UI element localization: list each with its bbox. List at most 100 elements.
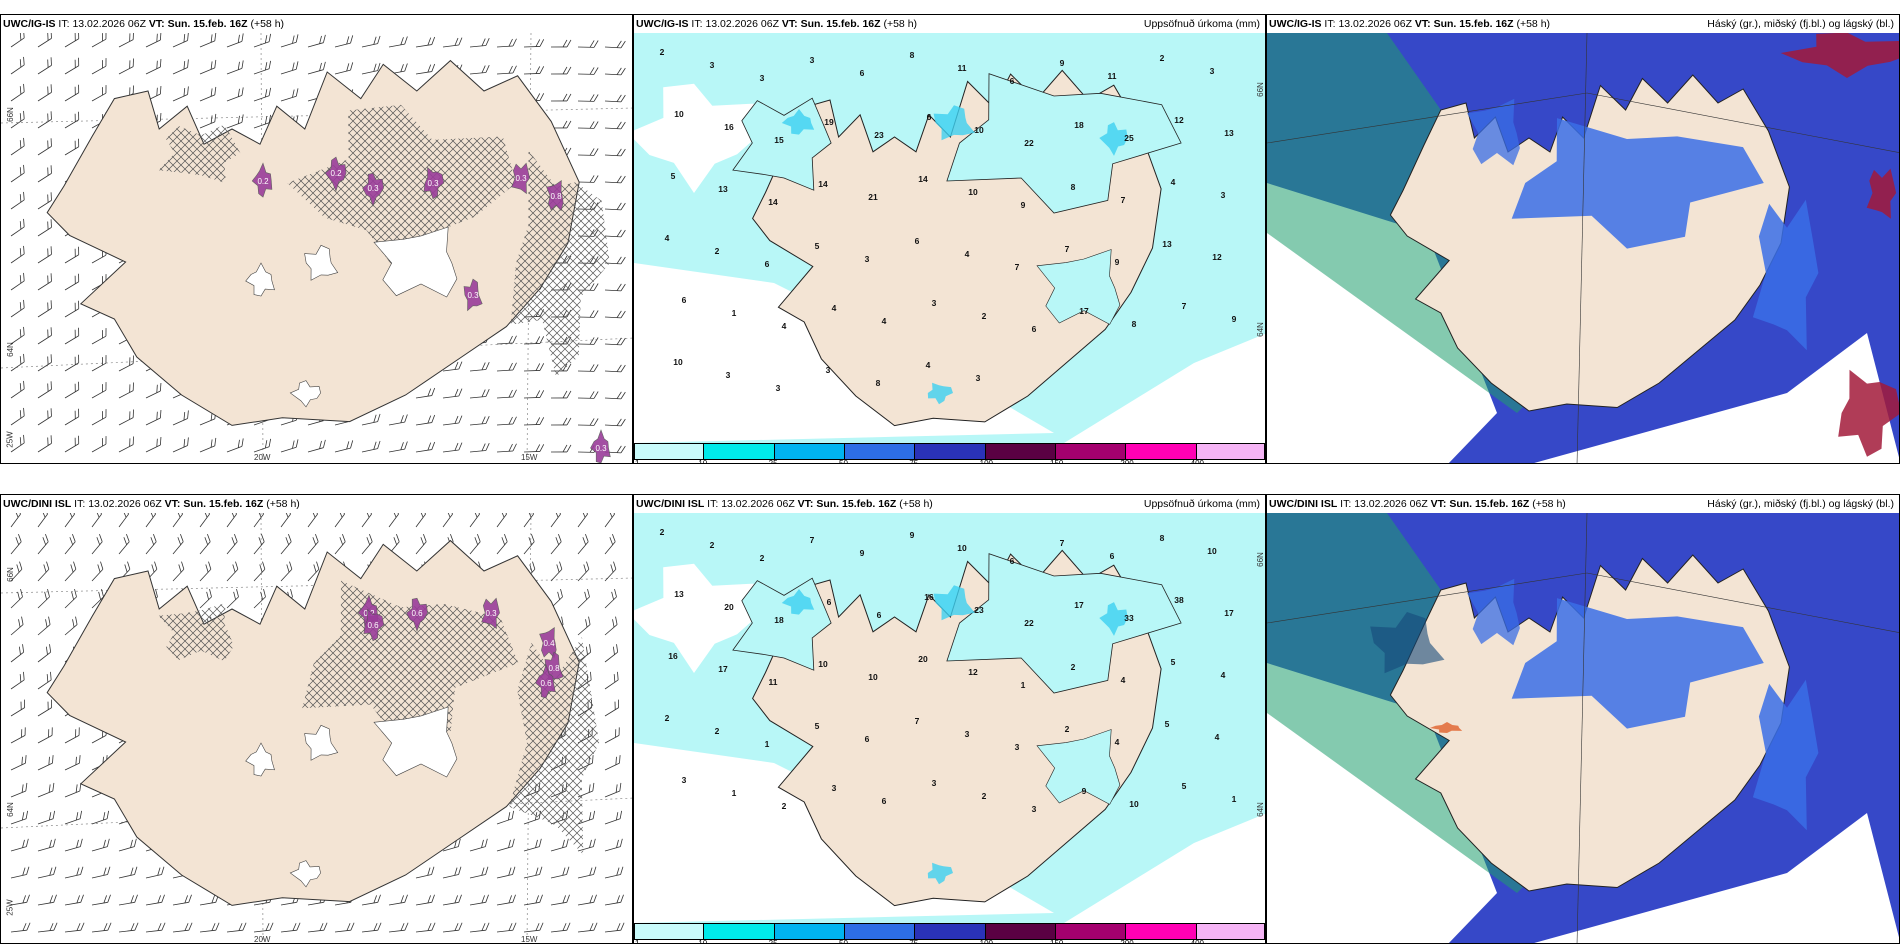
wind-barb bbox=[37, 273, 52, 291]
snow-blob bbox=[535, 664, 556, 699]
wind-barb bbox=[604, 337, 626, 346]
glacier-patch bbox=[245, 262, 275, 297]
precip-value: 13 bbox=[1162, 239, 1172, 249]
wind-barb bbox=[334, 35, 354, 48]
precip-value: 2 bbox=[660, 47, 665, 57]
wind-barb bbox=[91, 534, 103, 555]
precip-value: 11 bbox=[1108, 71, 1117, 81]
wind-barb-map: 0.20.60.60.30.40.80.6 bbox=[1, 513, 632, 943]
wind-barb bbox=[577, 175, 599, 183]
vt-value: Sun. 15.feb. 16Z bbox=[167, 18, 248, 30]
wind-barb bbox=[37, 246, 52, 264]
snow-value: 0.2 bbox=[257, 177, 269, 186]
wind-barb bbox=[442, 442, 463, 453]
panel-header: UWC/DINI ISL IT: 13.02.2026 06Z VT: Sun.… bbox=[1, 495, 632, 513]
precip-value: 1 bbox=[765, 739, 770, 749]
precip-value: 2 bbox=[1160, 53, 1165, 63]
wind-barb bbox=[10, 727, 26, 744]
colorbar-label: 10 bbox=[698, 459, 708, 464]
wind-barb bbox=[334, 922, 355, 933]
wind-barb bbox=[10, 534, 22, 555]
wind-barb bbox=[145, 894, 165, 906]
glacier-patch bbox=[245, 742, 275, 777]
wind-barb bbox=[64, 300, 80, 318]
dry-area bbox=[634, 563, 762, 673]
wind-barb bbox=[496, 362, 517, 372]
precip-value: 1 bbox=[732, 788, 737, 798]
lat-label-64n: 64N bbox=[5, 342, 15, 357]
colorbar-label: 200 bbox=[1120, 939, 1134, 944]
wind-barb bbox=[415, 866, 435, 879]
wind-barb bbox=[91, 58, 107, 75]
wind-barb bbox=[199, 86, 217, 102]
vt-value: Sun. 15.feb. 16Z bbox=[1433, 18, 1514, 30]
wind-barb bbox=[199, 561, 212, 582]
wind-barb bbox=[91, 561, 104, 582]
wind-barb bbox=[523, 894, 543, 906]
wind-barb bbox=[145, 922, 166, 933]
wind-barb bbox=[415, 922, 436, 933]
precip-value: 4 bbox=[1171, 177, 1176, 187]
wind-barb bbox=[550, 922, 571, 933]
wind-barb bbox=[253, 438, 272, 453]
wind-barb bbox=[10, 434, 25, 453]
wind-barb bbox=[37, 922, 58, 933]
wind-barb bbox=[37, 435, 52, 453]
wind-barb bbox=[388, 414, 408, 426]
wind-barb bbox=[604, 229, 626, 238]
wind-barb bbox=[172, 33, 189, 48]
vt-value: Sun. 15.feb. 16Z bbox=[1449, 498, 1530, 510]
wind-barb bbox=[442, 415, 463, 426]
lon-label-15w: 15W bbox=[521, 935, 538, 944]
precip-value: 23 bbox=[874, 130, 884, 140]
precip-value: 3 bbox=[832, 783, 837, 793]
wind-barb bbox=[64, 327, 80, 345]
wind-barb bbox=[550, 390, 572, 399]
lat-label-66n: 66N bbox=[1255, 82, 1265, 97]
wind-barb bbox=[172, 922, 193, 933]
wind-barb bbox=[37, 894, 57, 906]
wind-barb bbox=[577, 616, 591, 636]
wind-barb bbox=[604, 121, 626, 130]
wind-barb bbox=[604, 67, 626, 76]
wind-barb bbox=[10, 380, 25, 399]
wind-barb bbox=[10, 407, 25, 426]
precip-value: 5 bbox=[1171, 657, 1176, 667]
wind-barb bbox=[577, 588, 590, 609]
wind-barb bbox=[496, 38, 517, 48]
wind-barb bbox=[469, 361, 490, 372]
wind-barb bbox=[37, 727, 53, 744]
precip-value: 9 bbox=[1082, 786, 1087, 796]
wind-barb bbox=[334, 440, 354, 453]
wind-barb bbox=[361, 413, 381, 426]
wind-barb bbox=[496, 389, 517, 399]
wind-barb bbox=[307, 61, 326, 75]
wind-barb bbox=[37, 588, 50, 609]
wind-barb bbox=[604, 534, 616, 555]
clear-area bbox=[1534, 813, 1899, 943]
wind-barb bbox=[64, 727, 80, 744]
wind-barb bbox=[10, 272, 25, 291]
grid-line bbox=[1267, 92, 1588, 144]
wind-barb bbox=[226, 114, 244, 129]
precip-value: 6 bbox=[877, 610, 882, 620]
wind-barb bbox=[280, 534, 292, 555]
wind-barb bbox=[307, 34, 326, 48]
dense-cloud bbox=[1370, 612, 1445, 674]
cloud-map-panel-ig: UWC/IG-IS IT: 13.02.2026 06Z VT: Sun. 15… bbox=[1266, 14, 1900, 464]
wind-barb bbox=[64, 435, 80, 453]
wind-barb bbox=[361, 894, 381, 906]
wind-barb bbox=[550, 39, 572, 48]
precip-area bbox=[1036, 729, 1121, 805]
wind-barb bbox=[37, 57, 52, 75]
lead-time: (+58 h) bbox=[266, 498, 300, 510]
precip-value: 5 bbox=[815, 241, 820, 251]
precip-value: 22 bbox=[1024, 138, 1034, 148]
wind-barb bbox=[604, 175, 626, 184]
wind-barb bbox=[37, 616, 51, 636]
glacier-patch bbox=[373, 706, 458, 778]
precip-value: 13 bbox=[674, 589, 684, 599]
heavy-precip bbox=[927, 382, 953, 405]
wind-barb bbox=[37, 513, 48, 528]
it-label: IT: bbox=[707, 498, 719, 510]
